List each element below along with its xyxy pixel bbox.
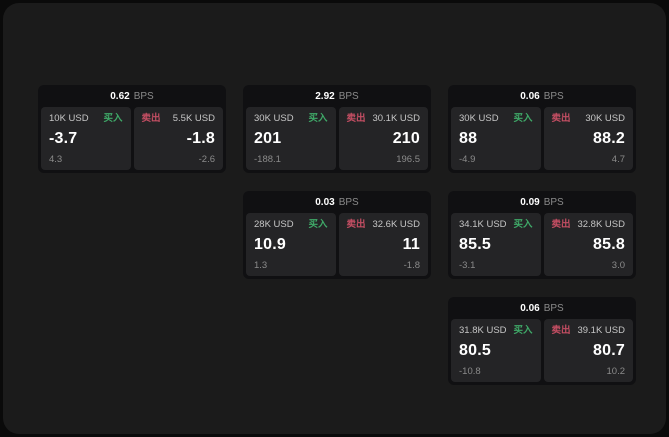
sell-amount: 30K USD (585, 113, 625, 124)
sell-side-label: 卖出 (551, 219, 571, 230)
sell-price: 85.8 (593, 236, 625, 253)
sell-delta: -1.8 (403, 259, 420, 271)
tiles-row: 30K USD 买入 88 -4.9 卖出 30K USD 88.2 4.7 (448, 107, 636, 173)
buy-price: 85.5 (459, 236, 491, 253)
quote-card: 2.92 BPS 30K USD 买入 201 -188.1 卖出 30.1K … (243, 85, 431, 173)
buy-price: 201 (254, 130, 282, 147)
bps-value: 0.62 (110, 90, 130, 102)
bps-unit-label: BPS (133, 90, 154, 102)
quote-card: 0.03 BPS 28K USD 买入 10.9 1.3 卖出 32.6K US… (243, 191, 431, 279)
sell-amount: 5.5K USD (172, 113, 215, 124)
buy-price: -3.7 (49, 130, 78, 147)
bps-value: 0.06 (520, 90, 540, 102)
sell-tile[interactable]: 卖出 32.8K USD 85.8 3.0 (543, 213, 633, 276)
quote-card: 0.62 BPS 10K USD 买入 -3.7 4.3 卖出 5.5K USD (38, 85, 226, 173)
bps-value: 0.06 (520, 302, 540, 314)
buy-amount: 30K USD (254, 113, 294, 124)
buy-delta: -4.9 (459, 153, 476, 165)
sell-delta: 4.7 (611, 153, 625, 165)
tiles-row: 28K USD 买入 10.9 1.3 卖出 32.6K USD 11 -1.8 (243, 213, 431, 279)
sell-side-label: 卖出 (551, 113, 571, 124)
sell-tile[interactable]: 卖出 32.6K USD 11 -1.8 (338, 213, 428, 276)
sell-side-label: 卖出 (141, 113, 161, 124)
bps-unit-label: BPS (543, 196, 564, 208)
sell-price: 80.7 (593, 342, 625, 359)
buy-delta: 4.3 (49, 153, 63, 165)
buy-tile[interactable]: 30K USD 买入 88 -4.9 (451, 107, 541, 170)
sell-side-label: 卖出 (346, 113, 366, 124)
sell-side-label: 卖出 (551, 325, 571, 336)
bps-value: 2.92 (315, 90, 335, 102)
sell-delta: 196.5 (396, 153, 420, 165)
sell-delta: 3.0 (611, 259, 625, 271)
buy-side-label: 买入 (103, 113, 123, 124)
quote-card: 0.09 BPS 34.1K USD 买入 85.5 -3.1 卖出 32.8K… (448, 191, 636, 279)
card-header: 0.03 BPS (243, 191, 431, 213)
main-panel: 0.62 BPS 10K USD 买入 -3.7 4.3 卖出 5.5K USD (3, 3, 666, 434)
buy-amount: 31.8K USD (459, 325, 507, 336)
buy-side-label: 买入 (308, 113, 328, 124)
buy-amount: 34.1K USD (459, 219, 507, 230)
buy-side-label: 买入 (513, 219, 533, 230)
buy-delta: -188.1 (254, 153, 281, 165)
buy-delta: -3.1 (459, 259, 476, 271)
buy-tile[interactable]: 30K USD 买入 201 -188.1 (246, 107, 336, 170)
sell-amount: 30.1K USD (372, 113, 420, 124)
sell-tile[interactable]: 卖出 30K USD 88.2 4.7 (543, 107, 633, 170)
sell-tile[interactable]: 卖出 39.1K USD 80.7 10.2 (543, 319, 633, 382)
quote-card-grid: 0.62 BPS 10K USD 买入 -3.7 4.3 卖出 5.5K USD (38, 85, 636, 385)
buy-price: 10.9 (254, 236, 286, 253)
buy-price: 88 (459, 130, 478, 147)
card-header: 0.62 BPS (38, 85, 226, 107)
bps-unit-label: BPS (338, 90, 359, 102)
sell-price: 88.2 (593, 130, 625, 147)
buy-tile[interactable]: 10K USD 买入 -3.7 4.3 (41, 107, 131, 170)
quote-card: 0.06 BPS 30K USD 买入 88 -4.9 卖出 30K USD (448, 85, 636, 173)
bps-unit-label: BPS (338, 196, 359, 208)
quote-card: 0.06 BPS 31.8K USD 买入 80.5 -10.8 卖出 39.1… (448, 297, 636, 385)
tiles-row: 10K USD 买入 -3.7 4.3 卖出 5.5K USD -1.8 -2.… (38, 107, 226, 173)
buy-delta: -10.8 (459, 365, 481, 377)
sell-amount: 32.6K USD (372, 219, 420, 230)
buy-delta: 1.3 (254, 259, 268, 271)
tiles-row: 31.8K USD 买入 80.5 -10.8 卖出 39.1K USD 80.… (448, 319, 636, 385)
sell-tile[interactable]: 卖出 30.1K USD 210 196.5 (338, 107, 428, 170)
buy-amount: 28K USD (254, 219, 294, 230)
sell-price: -1.8 (186, 130, 215, 147)
sell-price: 210 (392, 130, 420, 147)
card-header: 0.06 BPS (448, 297, 636, 319)
buy-tile[interactable]: 28K USD 买入 10.9 1.3 (246, 213, 336, 276)
buy-amount: 10K USD (49, 113, 89, 124)
sell-amount: 32.8K USD (577, 219, 625, 230)
bps-unit-label: BPS (543, 302, 564, 314)
buy-price: 80.5 (459, 342, 491, 359)
buy-tile[interactable]: 31.8K USD 买入 80.5 -10.8 (451, 319, 541, 382)
buy-side-label: 买入 (513, 325, 533, 336)
bps-value: 0.09 (520, 196, 540, 208)
sell-amount: 39.1K USD (577, 325, 625, 336)
sell-delta: 10.2 (606, 365, 626, 377)
sell-side-label: 卖出 (346, 219, 366, 230)
card-header: 0.06 BPS (448, 85, 636, 107)
buy-tile[interactable]: 34.1K USD 买入 85.5 -3.1 (451, 213, 541, 276)
buy-amount: 30K USD (459, 113, 499, 124)
bps-value: 0.03 (315, 196, 335, 208)
tiles-row: 34.1K USD 买入 85.5 -3.1 卖出 32.8K USD 85.8… (448, 213, 636, 279)
sell-price: 11 (402, 236, 420, 253)
card-header: 2.92 BPS (243, 85, 431, 107)
card-header: 0.09 BPS (448, 191, 636, 213)
buy-side-label: 买入 (513, 113, 533, 124)
buy-side-label: 买入 (308, 219, 328, 230)
sell-tile[interactable]: 卖出 5.5K USD -1.8 -2.6 (133, 107, 223, 170)
sell-delta: -2.6 (198, 153, 215, 165)
bps-unit-label: BPS (543, 90, 564, 102)
tiles-row: 30K USD 买入 201 -188.1 卖出 30.1K USD 210 1… (243, 107, 431, 173)
